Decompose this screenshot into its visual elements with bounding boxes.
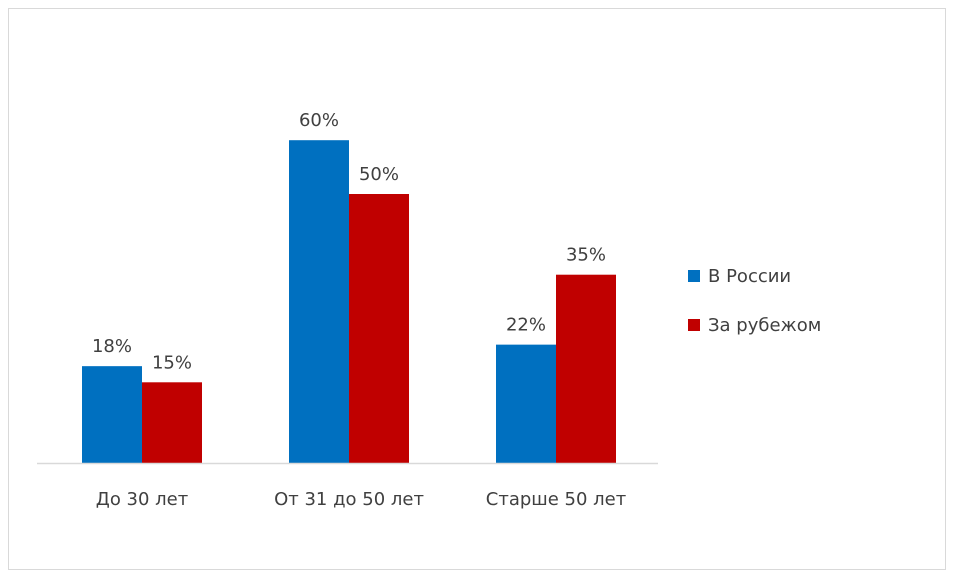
category-label-3: Старше 50 лет (486, 489, 626, 510)
legend: В России За рубежом (688, 266, 821, 336)
data-label-2-3: 35% (566, 245, 606, 266)
category-labels-group: До 30 лет От 31 до 50 лет Старше 50 лет (96, 489, 626, 510)
legend-label-2: За рубежом (708, 315, 821, 336)
bar-2-2 (349, 194, 409, 463)
bar-1-2 (289, 140, 349, 463)
legend-swatch-1 (688, 270, 700, 282)
category-label-1: До 30 лет (96, 489, 189, 510)
chart-frame (8, 8, 946, 570)
data-label-2-1: 15% (152, 352, 192, 373)
bar-1-3 (496, 344, 556, 463)
data-label-1-1: 18% (92, 336, 132, 357)
data-labels-group: 18% 15% 60% 50% 22% 35% (92, 110, 606, 373)
data-label-1-3: 22% (506, 315, 546, 336)
data-label-2-2: 50% (359, 164, 399, 185)
category-label-2: От 31 до 50 лет (274, 489, 424, 510)
data-label-1-2: 60% (299, 110, 339, 131)
legend-swatch-2 (688, 319, 700, 331)
bar-2-3 (556, 274, 616, 463)
bars-group (82, 140, 616, 463)
bar-1-1 (82, 366, 142, 463)
bar-2-1 (142, 382, 202, 463)
legend-label-1: В России (708, 266, 791, 287)
